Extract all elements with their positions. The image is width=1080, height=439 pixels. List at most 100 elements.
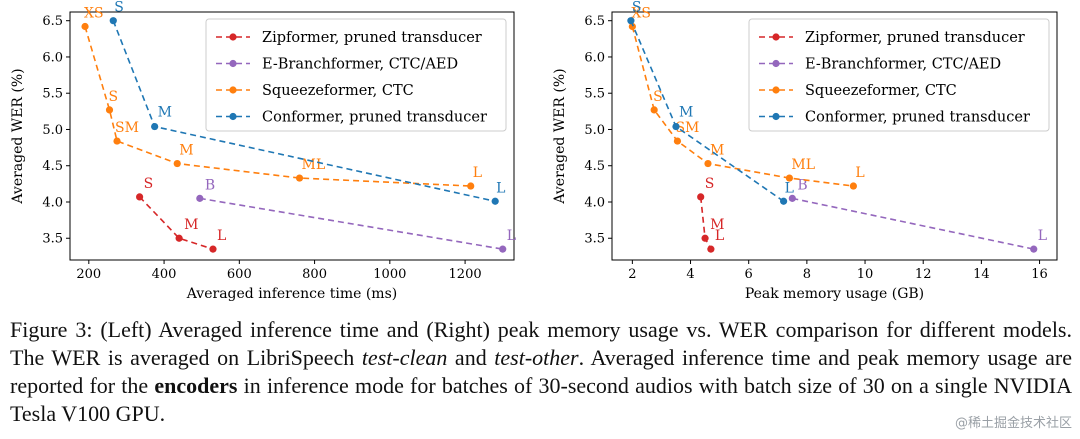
- figure-3-charts: 200 400 600 800 1000 1200 3.5 4.0 4.5 5.0 5.5 6.0 6.…: [10, 0, 1058, 302]
- y-tick-label: 4.5: [42, 159, 63, 174]
- data-point-label: S: [653, 89, 663, 105]
- data-point-label: L: [855, 165, 864, 181]
- chart-panel-2: 2 4 6 8 10 12 14 16 3.5 4.0 4.5 5.0 5.5 6.0 6.5 Peak me…: [552, 0, 1058, 302]
- data-point-label: S: [632, 0, 642, 16]
- data-point-label: L: [217, 228, 226, 244]
- data-point-label: M: [710, 217, 724, 233]
- x-axis-label: Peak memory usage (GB): [745, 286, 924, 302]
- series-line: [139, 196, 214, 250]
- data-point: [491, 197, 499, 205]
- y-tick-label: 5.5: [42, 87, 63, 102]
- x-tick-label: 14: [973, 267, 990, 282]
- caption-text-3: . Averaged inference time and peak memor…: [10, 345, 1072, 398]
- x-tick-label: 6: [745, 267, 753, 282]
- data-point-label: M: [179, 143, 193, 159]
- data-point: [113, 137, 121, 145]
- data-point-label: M: [710, 143, 724, 159]
- caption-text-4: in inference mode for batches of 30-seco…: [10, 373, 1072, 426]
- data-point: [136, 193, 144, 201]
- y-tick-label: 5.0: [42, 123, 63, 138]
- x-tick-label: 10: [857, 267, 874, 282]
- y-tick-label: 3.5: [584, 232, 605, 247]
- x-axis-label: Averaged inference time (ms): [186, 286, 397, 302]
- series-line: [84, 26, 471, 187]
- series-line: [792, 197, 1034, 250]
- x-tick-label: 200: [76, 267, 101, 282]
- data-point-label: S: [114, 0, 124, 16]
- data-point-label: ML: [302, 157, 326, 173]
- data-point-label: M: [184, 217, 198, 233]
- y-tick-label: 6.5: [584, 14, 605, 29]
- y-tick-label: 3.5: [42, 232, 63, 247]
- caption-italic-test-clean: test-clean: [361, 345, 448, 370]
- series-line: [199, 197, 503, 250]
- data-point-label: SM: [675, 120, 699, 136]
- data-point: [628, 22, 636, 31]
- data-point-label: XS: [84, 6, 104, 22]
- x-tick-label: 16: [1031, 267, 1048, 282]
- x-tick-label: 12: [915, 267, 932, 282]
- legend-entry: Squeezeformer, CTC: [805, 83, 957, 99]
- data-point: [295, 174, 304, 182]
- legend-swatch-marker: [229, 112, 237, 121]
- data-point-label: L: [507, 228, 516, 244]
- data-point-label: M: [679, 105, 693, 121]
- data-point-label: M: [158, 105, 172, 121]
- caption-label: Figure 3:: [10, 317, 93, 342]
- data-point-label: ML: [791, 157, 815, 173]
- data-point: [780, 197, 788, 205]
- data-point: [849, 182, 858, 190]
- data-point: [467, 182, 475, 190]
- y-axis-label: Averaged WER (%): [10, 68, 26, 204]
- x-tick-label: 2: [628, 267, 636, 282]
- y-tick-label: 6.0: [584, 50, 605, 65]
- data-point-label: L: [715, 228, 724, 244]
- data-point-label: L: [1038, 228, 1047, 244]
- data-point: [1030, 245, 1038, 253]
- data-point: [81, 22, 89, 31]
- caption-text-2: and: [447, 345, 495, 370]
- data-point: [650, 106, 658, 114]
- plot-frame: [69, 11, 515, 261]
- legend-entry: E-Branchformer, CTC/AED: [262, 57, 458, 73]
- legend-swatch-marker: [772, 59, 780, 68]
- caption-bold-encoders: encoders: [154, 373, 238, 398]
- legend-entry: Zipformer, pruned transducer: [805, 30, 1025, 46]
- y-tick-label: 4.0: [42, 195, 63, 210]
- y-tick-label: 6.5: [42, 14, 63, 29]
- data-point: [707, 245, 715, 253]
- data-point: [209, 245, 217, 253]
- data-point-label: L: [473, 165, 482, 181]
- y-tick-label: 4.5: [584, 159, 605, 174]
- data-point-label: S: [705, 176, 715, 192]
- series-line: [631, 26, 854, 187]
- data-point-label: S: [144, 176, 154, 192]
- legend-swatch-marker: [229, 33, 237, 41]
- y-tick-label: 6.0: [42, 50, 63, 65]
- data-point: [173, 159, 181, 168]
- data-point-label: L: [496, 180, 505, 196]
- chart-panel-1: 200 400 600 800 1000 1200 3.5 4.0 4.5 5.0 5.5 6.0 6.…: [10, 0, 516, 302]
- data-point: [105, 106, 114, 114]
- legend-swatch-marker: [772, 112, 780, 121]
- legend-swatch-marker: [229, 86, 237, 94]
- caption-text-1: (Left) Averaged inference time and (Righ…: [10, 317, 1072, 370]
- x-tick-label: 800: [302, 267, 327, 282]
- legend-swatch-marker: [772, 86, 780, 94]
- y-tick-label: 5.0: [584, 123, 605, 138]
- x-tick-label: 1200: [449, 267, 482, 282]
- data-point-label: L: [785, 180, 794, 196]
- data-point: [673, 137, 682, 145]
- data-point-label: S: [109, 89, 119, 105]
- y-tick-label: 4.0: [584, 195, 605, 210]
- data-point: [697, 193, 705, 201]
- data-point: [109, 17, 117, 25]
- data-point: [175, 234, 183, 242]
- legend-swatch-marker: [772, 33, 780, 41]
- data-point: [788, 194, 796, 202]
- legend-box: [748, 18, 1050, 132]
- caption-italic-test-other: test-other: [494, 345, 579, 370]
- data-point: [151, 122, 159, 131]
- x-tick-label: 1000: [373, 267, 406, 282]
- data-point: [672, 122, 680, 131]
